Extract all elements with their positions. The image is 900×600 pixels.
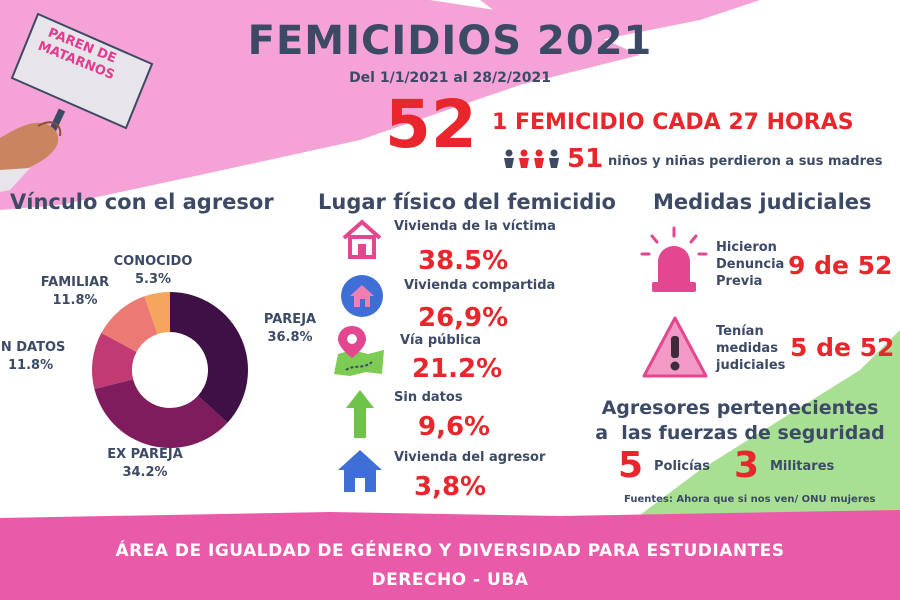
medida-0-line1: Hicieron	[716, 240, 777, 255]
medida-0-label: Hicieron Denuncia Previa	[716, 240, 784, 291]
medida-0-value: 9 de 52	[788, 251, 893, 280]
agresores-title-line1: Agresores pertenecientes	[601, 397, 879, 419]
arrow-up-icon	[346, 390, 374, 438]
house-circle-icon	[341, 275, 383, 317]
donut-slice-conocido	[144, 292, 170, 335]
slice-label-conocido-value: 5.3%	[134, 271, 172, 287]
lugar-value-1: 26,9%	[418, 303, 509, 333]
lugar-value-3: 9,6%	[418, 412, 491, 442]
slice-label-familiar-name: FAMILIAR	[40, 275, 110, 290]
slice-label-pareja-name: PAREJA	[263, 312, 317, 327]
house-blue-icon	[338, 450, 382, 492]
donut-slice-ex-pareja	[94, 379, 228, 448]
donut-slice-in-datos	[92, 332, 137, 390]
lugar-label-0: Vivienda de la víctima	[394, 219, 556, 234]
section-medidas: Medidas judiciales	[653, 190, 872, 214]
page-title: FEMICIDIOS 2021	[247, 18, 653, 64]
donut-slice-pareja	[170, 292, 248, 423]
slice-label-indatos-value: 11.8%	[8, 357, 54, 373]
slice-label-familiar-value: 11.8%	[52, 292, 98, 308]
slice-label-expareja: EX PAREJA 34.2%	[90, 446, 200, 481]
lugar-value-2: 21.2%	[412, 354, 503, 384]
children-icon	[504, 149, 559, 168]
policias-label: Policías	[654, 459, 711, 474]
protest-sign	[0, 12, 154, 192]
warning-icon	[642, 316, 708, 378]
slice-label-indatos-name: IN DATOS	[0, 340, 66, 355]
magenta-footer-band	[0, 510, 900, 600]
orphans-count: 51	[567, 144, 604, 174]
sources: Fuentes: Ahora que si nos ven/ ONU mujer…	[624, 494, 876, 505]
medida-0-line2: Denuncia	[716, 256, 785, 272]
slice-label-indatos: IN DATOS 11.8%	[0, 339, 76, 374]
medida-1-line2: medidas	[716, 340, 778, 356]
footer-line-2: DERECHO - UBA	[371, 570, 529, 590]
medida-1-line1: Tenían	[716, 324, 764, 339]
footer-line-1: ÁREA DE IGUALDAD DE GÉNERO Y DIVERSIDAD …	[115, 541, 785, 561]
siren-icon	[640, 226, 708, 292]
slice-label-familiar: FAMILIAR 11.8%	[20, 274, 130, 309]
lugar-label-1: Vivienda compartida	[404, 278, 556, 293]
green-brush	[640, 330, 900, 515]
slice-label-conocido-name: CONOCIDO	[113, 254, 193, 269]
medida-1-value: 5 de 52	[790, 333, 895, 362]
slice-label-expareja-name: EX PAREJA	[107, 447, 183, 462]
total-femicides: 52	[385, 86, 477, 163]
slice-label-conocido: CONOCIDO 5.3%	[98, 253, 208, 288]
lugar-label-3: Sin datos	[394, 390, 463, 405]
lugar-label-4: Vivienda del agresor	[394, 450, 546, 465]
medida-1-label: Tenían medidas judiciales	[716, 324, 785, 375]
policias-count: 5	[618, 445, 644, 486]
militares-label: Militares	[770, 459, 835, 474]
orphans-text: niños y niñas perdieron a sus madres	[608, 154, 883, 169]
pink-brush-top	[0, 0, 640, 210]
militares-count: 3	[734, 445, 760, 486]
lugar-value-0: 38.5%	[418, 246, 509, 276]
house-icon	[342, 219, 382, 259]
vinculo-donut-chart	[92, 292, 248, 448]
donut-slice-familiar	[101, 296, 158, 352]
medida-1-line3: judiciales	[716, 357, 786, 373]
pink-brush-top-2	[480, 0, 760, 40]
agresores-title-line2: a las fuerzas de seguridad	[595, 421, 885, 444]
slice-label-pareja-value: 36.8%	[267, 329, 313, 345]
agresores-title: Agresores pertenecientes a las fuerzas d…	[580, 396, 900, 445]
slice-label-expareja-value: 34.2%	[122, 464, 168, 480]
slice-label-pareja: PAREJA 36.8%	[240, 311, 340, 346]
medida-0-line3: Previa	[716, 273, 763, 289]
date-range: Del 1/1/2021 al 28/2/2021	[349, 70, 551, 86]
section-vinculo: Vínculo con el agresor	[10, 190, 274, 214]
lugar-label-2: Vía pública	[400, 333, 482, 348]
lugar-value-4: 3,8%	[414, 472, 487, 502]
map-pin-icon	[334, 326, 384, 376]
section-lugar: Lugar físico del femicidio	[318, 190, 616, 214]
femicide-rate: 1 FEMICIDIO CADA 27 HORAS	[492, 110, 854, 135]
